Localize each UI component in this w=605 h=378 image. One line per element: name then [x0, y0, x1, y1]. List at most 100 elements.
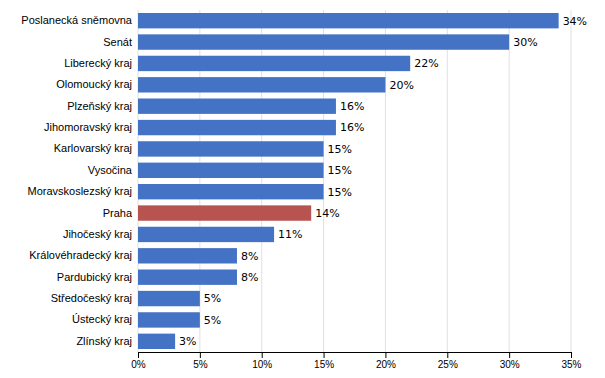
- x-tick-label: 15%: [314, 359, 334, 370]
- x-tick-mark: [571, 352, 572, 358]
- data-label: 16%: [340, 100, 364, 113]
- x-tick-mark: [385, 352, 386, 358]
- data-label: 15%: [328, 143, 352, 156]
- x-tick-label: 5%: [193, 359, 208, 370]
- x-tick-mark: [324, 352, 325, 358]
- bar: [138, 34, 509, 49]
- bar: [138, 77, 385, 92]
- y-tick: Praha: [103, 207, 138, 219]
- y-tick-label: Jihočeský kraj: [63, 228, 132, 240]
- x-tick-label: 20%: [376, 359, 396, 370]
- y-tick: Moravskoslezský kraj: [27, 185, 138, 197]
- y-tick-label: Olomoucký kraj: [56, 78, 132, 90]
- data-label: 8%: [241, 250, 258, 263]
- y-axis: Poslanecká sněmovna Senát Liberecký kraj Ol…: [21, 11, 138, 353]
- data-label: 3%: [179, 335, 196, 348]
- y-tick-label: Středočeský kraj: [51, 292, 132, 304]
- y-axis-line: [138, 11, 139, 353]
- grid-line: [509, 10, 510, 352]
- bar: [138, 248, 237, 263]
- grid-line: [571, 10, 572, 352]
- chart: 0% 5% 10% 15% 20% 25% 30% 35% Poslanecká sněmovn…: [0, 0, 605, 378]
- bar: [138, 205, 311, 220]
- data-label: 5%: [204, 292, 221, 305]
- y-tick: Plzeňský kraj: [67, 100, 138, 112]
- y-tick-label: Senát: [103, 36, 132, 48]
- x-tick: 15%: [314, 352, 334, 370]
- x-tick-mark: [447, 352, 448, 358]
- x-tick: 20%: [376, 352, 396, 370]
- y-tick-label: Pardubický kraj: [57, 271, 132, 283]
- bar: [138, 334, 175, 349]
- data-label: 14%: [315, 207, 339, 220]
- y-tick: Poslanecká sněmovna: [21, 14, 138, 26]
- y-tick: Ústecký kraj: [72, 313, 138, 325]
- data-label: 11%: [278, 228, 302, 241]
- x-tick-mark: [200, 352, 201, 358]
- y-tick-label: Liberecký kraj: [64, 57, 132, 69]
- x-tick-label: 25%: [438, 359, 458, 370]
- bar: [138, 291, 200, 306]
- data-label: 15%: [328, 164, 352, 177]
- data-label: 15%: [328, 186, 352, 199]
- grid-line: [447, 10, 448, 352]
- y-tick: Jihomoravský kraj: [44, 121, 138, 133]
- x-tick: 10%: [252, 352, 272, 370]
- x-axis-line: [139, 353, 572, 359]
- x-tick: 30%: [500, 352, 520, 370]
- data-label: 30%: [513, 36, 537, 49]
- x-tick-mark: [138, 352, 139, 358]
- data-label: 8%: [241, 271, 258, 284]
- x-tick-mark: [509, 352, 510, 358]
- y-tick-label: Jihomoravský kraj: [44, 121, 132, 133]
- x-tick-label: 10%: [252, 359, 272, 370]
- data-label: 22%: [414, 57, 438, 70]
- x-tick: 0%: [131, 352, 146, 370]
- bar: [138, 163, 324, 178]
- data-label: 20%: [389, 79, 413, 92]
- x-tick-label: 30%: [500, 359, 520, 370]
- bar: [138, 98, 336, 113]
- y-tick-label: Poslanecká sněmovna: [21, 14, 133, 26]
- x-tick: 5%: [193, 352, 208, 370]
- grid: [138, 10, 571, 352]
- x-tick-label: 35%: [561, 359, 581, 370]
- data-label: 5%: [204, 314, 221, 327]
- bar: [138, 312, 200, 327]
- bar: [138, 184, 324, 199]
- bar: [138, 56, 410, 71]
- plot: 0% 5% 10% 15% 20% 25% 30% 35% Poslanecká sněmovn…: [21, 10, 587, 370]
- data-label: 16%: [340, 121, 364, 134]
- y-tick-label: Praha: [103, 207, 133, 219]
- bar: [138, 120, 336, 135]
- y-tick: Jihočeský kraj: [63, 228, 138, 240]
- y-tick: Liberecký kraj: [64, 57, 138, 69]
- y-tick-label: Ústecký kraj: [72, 313, 132, 325]
- y-tick: Středočeský kraj: [51, 292, 138, 304]
- y-tick-label: Královéhradecký kraj: [29, 249, 132, 261]
- y-tick: Zlínský kraj: [76, 335, 138, 347]
- x-tick: 35%: [561, 352, 581, 370]
- y-tick: Senát: [103, 36, 138, 48]
- x-axis: 0% 5% 10% 15% 20% 25% 30% 35%: [131, 352, 581, 370]
- data-label: 34%: [563, 15, 587, 28]
- data-labels: 34% 30% 22%20% 16% 16% 15% 15% 15% 14% 11% 8% 8% 5% 5…: [179, 15, 587, 349]
- y-tick: Karlovarský kraj: [54, 142, 138, 154]
- y-tick: Vysočina: [88, 164, 138, 176]
- bars: [138, 13, 559, 349]
- y-tick: Pardubický kraj: [57, 271, 138, 283]
- bar: [138, 13, 559, 28]
- y-tick-label: Karlovarský kraj: [54, 142, 132, 154]
- x-tick: 25%: [438, 352, 458, 370]
- y-tick-label: Zlínský kraj: [76, 335, 132, 347]
- y-tick: Královéhradecký kraj: [29, 249, 138, 261]
- y-tick-label: Vysočina: [88, 164, 133, 176]
- x-tick-mark: [262, 352, 263, 358]
- y-tick-label: Moravskoslezský kraj: [27, 185, 132, 197]
- y-tick-label: Plzeňský kraj: [67, 100, 132, 112]
- bar: [138, 141, 324, 156]
- y-tick: Olomoucký kraj: [56, 78, 138, 90]
- bar: [138, 269, 237, 284]
- x-tick-label: 0%: [131, 359, 146, 370]
- bar: [138, 227, 274, 242]
